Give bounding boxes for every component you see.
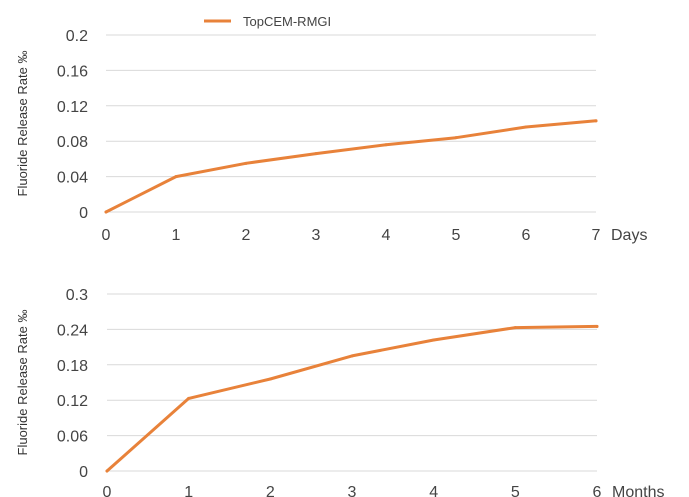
y-tick-label: 0.16 <box>57 63 88 80</box>
data-point <box>268 377 272 381</box>
x-tick-label: 0 <box>103 484 112 497</box>
x-tick-label: 2 <box>266 484 275 497</box>
x-tick-label: 2 <box>242 227 251 244</box>
x-tick-label: 0 <box>102 227 111 244</box>
y-tick-label: 0 <box>79 205 88 222</box>
y-tick-label: 0.08 <box>57 134 88 151</box>
y-tick-label: 0.12 <box>57 99 88 116</box>
x-tick-label: 5 <box>511 484 520 497</box>
y-axis-label: Fluoride Release Rate ‰ <box>15 310 30 456</box>
y-tick-label: 0.06 <box>57 429 88 446</box>
data-point <box>350 354 354 358</box>
x-axis-label: Days <box>611 227 647 244</box>
y-tick-label: 0.18 <box>57 358 88 375</box>
y-tick-label: 0.2 <box>66 28 88 45</box>
data-point <box>384 143 388 147</box>
x-tick-label: 3 <box>312 227 321 244</box>
legend: TopCEM-RMGI <box>204 14 331 29</box>
months-chart: 0 0.06 0.12 0.18 0.24 0.3 0 1 2 3 4 5 6 Months Fluorid… <box>15 287 664 497</box>
y-tick-label: 0.3 <box>66 287 88 304</box>
data-point <box>314 152 318 156</box>
series-line <box>104 119 598 214</box>
days-chart: 0 0.04 0.08 0.12 0.16 0.2 0 1 2 3 4 5 6 7 Days Fluoride… <box>15 28 647 244</box>
x-tick-label: 4 <box>382 227 391 244</box>
y-tick-label: 0 <box>79 464 88 481</box>
x-tick-label: 6 <box>593 484 602 497</box>
y-axis-label: Fluoride Release Rate ‰ <box>15 51 30 197</box>
data-point <box>244 161 248 165</box>
y-tick-label: 0.12 <box>57 393 88 410</box>
data-point <box>105 469 109 473</box>
data-point <box>174 175 178 179</box>
data-point <box>454 136 458 140</box>
data-point <box>595 324 599 328</box>
x-tick-label: 5 <box>452 227 461 244</box>
data-point <box>513 326 517 330</box>
x-axis-label: Months <box>612 484 664 497</box>
data-point <box>187 396 191 400</box>
data-point <box>524 125 528 129</box>
y-tick-label: 0.04 <box>57 170 88 187</box>
data-point <box>104 210 108 214</box>
x-tick-label: 6 <box>522 227 531 244</box>
data-point <box>432 338 436 342</box>
x-tick-label: 7 <box>592 227 601 244</box>
x-tick-label: 1 <box>184 484 193 497</box>
y-tick-label: 0.24 <box>57 322 88 339</box>
x-tick-label: 3 <box>348 484 357 497</box>
x-tick-label: 1 <box>172 227 181 244</box>
data-point <box>594 119 598 123</box>
x-tick-label: 4 <box>429 484 438 497</box>
legend-label: TopCEM-RMGI <box>243 14 331 29</box>
series-line <box>105 324 599 473</box>
